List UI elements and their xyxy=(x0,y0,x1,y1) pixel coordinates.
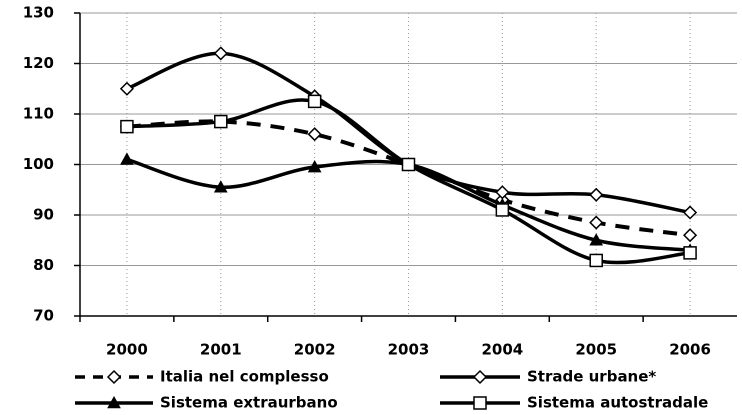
marker xyxy=(589,233,604,246)
x-tick-label: 2001 xyxy=(200,341,242,359)
y-tick-label: 80 xyxy=(33,256,54,274)
marker xyxy=(683,228,698,243)
marker xyxy=(683,246,697,260)
marker xyxy=(120,119,134,134)
y-tick-label: 90 xyxy=(33,206,54,224)
x-tick-label: 2006 xyxy=(669,341,711,359)
legend-label: Sistema autostradale xyxy=(527,394,708,412)
marker xyxy=(589,253,603,268)
marker xyxy=(495,203,510,217)
legend-label: Italia nel complesso xyxy=(160,368,329,386)
marker xyxy=(401,157,416,172)
y-tick-label: 130 xyxy=(23,4,54,22)
legend-label: Sistema extraurbano xyxy=(160,394,338,412)
marker xyxy=(589,215,604,230)
marker xyxy=(214,114,228,129)
marker xyxy=(307,127,322,142)
x-tick-label: 2005 xyxy=(575,341,617,359)
y-tick-label: 110 xyxy=(23,105,54,123)
x-tick-label: 2002 xyxy=(294,341,336,359)
x-tick-label: 2003 xyxy=(388,341,430,359)
marker xyxy=(495,185,510,200)
x-tick-label: 2004 xyxy=(481,341,523,359)
marker xyxy=(307,94,322,109)
marker xyxy=(120,152,134,165)
marker xyxy=(683,205,698,220)
marker xyxy=(119,81,134,96)
legend-marker xyxy=(106,369,122,385)
y-tick-label: 120 xyxy=(23,54,54,72)
marker xyxy=(213,46,228,61)
marker xyxy=(589,187,604,202)
y-tick-label: 70 xyxy=(33,307,54,325)
legend-marker xyxy=(107,395,121,409)
series-line xyxy=(126,119,691,238)
x-tick-label: 2000 xyxy=(106,341,148,359)
legend-marker xyxy=(472,369,488,385)
legend-label: Strade urbane* xyxy=(527,368,656,386)
y-tick-label: 100 xyxy=(23,155,54,173)
marker xyxy=(213,180,228,193)
legend-marker xyxy=(473,396,487,410)
marker xyxy=(307,159,322,173)
